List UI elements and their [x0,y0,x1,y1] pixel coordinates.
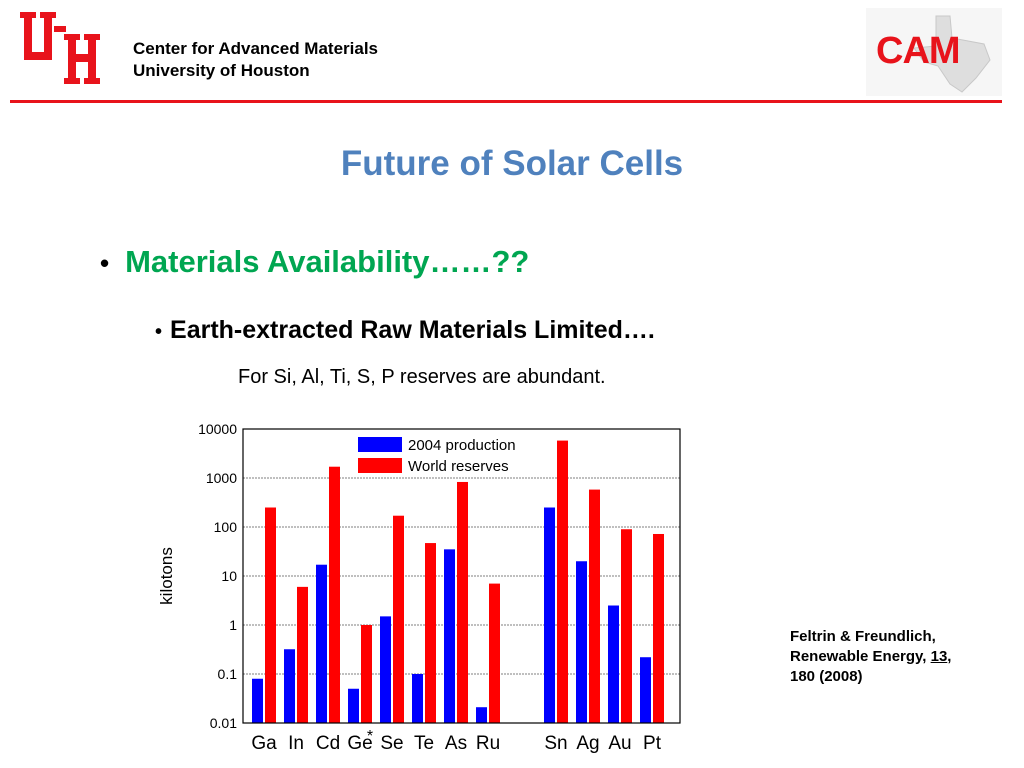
plot-frame [242,428,681,724]
ge-asterisk: * [367,728,373,745]
citation-pages: 180 (2008) [790,668,863,685]
materials-bar-chart: 0.01 0.1 1 10 100 1000 10000 kilotons Ga In Cd Ge* S… [157,421,681,754]
legend-swatch-0 [358,437,402,452]
texas-map-icon [913,15,991,93]
header-divider [10,100,1002,103]
organization-name: Center for Advanced Materials University… [133,38,378,82]
bar-2004-production-se [380,616,391,723]
bar-world-reserves-sn [557,440,568,723]
y-tick-label-6: 10000 [198,421,237,437]
y-axis-label: kilotons [157,547,176,605]
bar-2004-production-ag [576,561,587,723]
bullet-dot-icon: • [100,248,110,278]
bullet-dot-icon: • [155,321,163,343]
citation-volume: 13 [930,648,948,665]
citation-journal-name: Renewable Energy, [790,648,931,665]
bar-2004-production-pt [640,657,651,723]
bar-world-reserves-ge [361,625,372,723]
org-line-1: Center for Advanced Materials [133,39,378,58]
x-tick-label-pt: Pt [643,733,662,754]
x-tick-label-as: As [445,733,467,754]
bar-world-reserves-pt [653,533,664,723]
cam-logo [866,8,1002,96]
citation-authors: Feltrin & Freundlich, [790,628,936,645]
bar-2004-production-au [608,605,619,723]
bar-2004-production-te [412,674,423,723]
uh-logo [20,12,100,84]
y-tick-label-1: 0.1 [218,666,238,682]
y-tick-label-2: 1 [229,617,237,633]
bar-world-reserves-ag [589,489,600,723]
y-tick-label-4: 100 [214,519,238,535]
x-tick-label-ru: Ru [476,733,500,754]
bar-world-reserves-au [621,529,632,723]
x-tick-label-in: In [288,733,304,754]
bar-2004-production-in [284,649,295,723]
citation-journal: Renewable Energy, 13, [790,647,951,667]
org-line-2: University of Houston [133,61,310,80]
bar-2004-production-sn [544,507,555,723]
bar-world-reserves-as [457,481,468,723]
x-tick-label-ag: Ag [576,733,599,754]
x-tick-label-cd: Cd [316,733,340,754]
bullet2-text: Earth-extracted Raw Materials Limited…. [170,316,655,344]
citation: Feltrin & Freundlich, Renewable Energy, … [790,627,951,687]
x-tick-label-ge: Ge [347,733,372,754]
y-tick-label-3: 10 [221,568,237,584]
cam-logo-text: CAM [876,30,961,72]
bar-world-reserves-ga [265,507,276,723]
x-tick-label-se: Se [380,733,403,754]
bar-2004-production-ru [476,707,487,723]
legend-label-0: 2004 production [408,437,516,454]
bullet1-text: Materials Availability……?? [125,244,530,279]
legend-swatch-1 [358,458,402,473]
x-tick-label-au: Au [608,733,631,754]
x-tick-label-sn: Sn [544,733,567,754]
bar-world-reserves-te [425,543,436,723]
chart-note: For Si, Al, Ti, S, P reserves are abunda… [238,366,606,388]
bullet-materials-availability: • Materials Availability……?? [100,244,529,280]
y-tick-label-0: 0.01 [210,715,237,731]
bar-world-reserves-cd [329,466,340,723]
bar-world-reserves-se [393,515,404,723]
bar-world-reserves-ru [489,583,500,723]
bar-2004-production-ge [348,688,359,723]
bullet-raw-materials: • Earth-extracted Raw Materials Limited…. [155,316,655,345]
slide-title: Future of Solar Cells [340,144,684,183]
bar-2004-production-cd [316,564,327,723]
citation-comma: , [947,648,952,665]
bar-2004-production-as [444,549,455,723]
bar-world-reserves-in [297,586,308,723]
bar-2004-production-ga [252,678,263,723]
x-tick-label-te: Te [414,733,434,754]
legend-label-1: World reserves [408,458,509,475]
y-tick-label-5: 1000 [206,470,237,486]
x-tick-label-ga: Ga [251,733,277,754]
